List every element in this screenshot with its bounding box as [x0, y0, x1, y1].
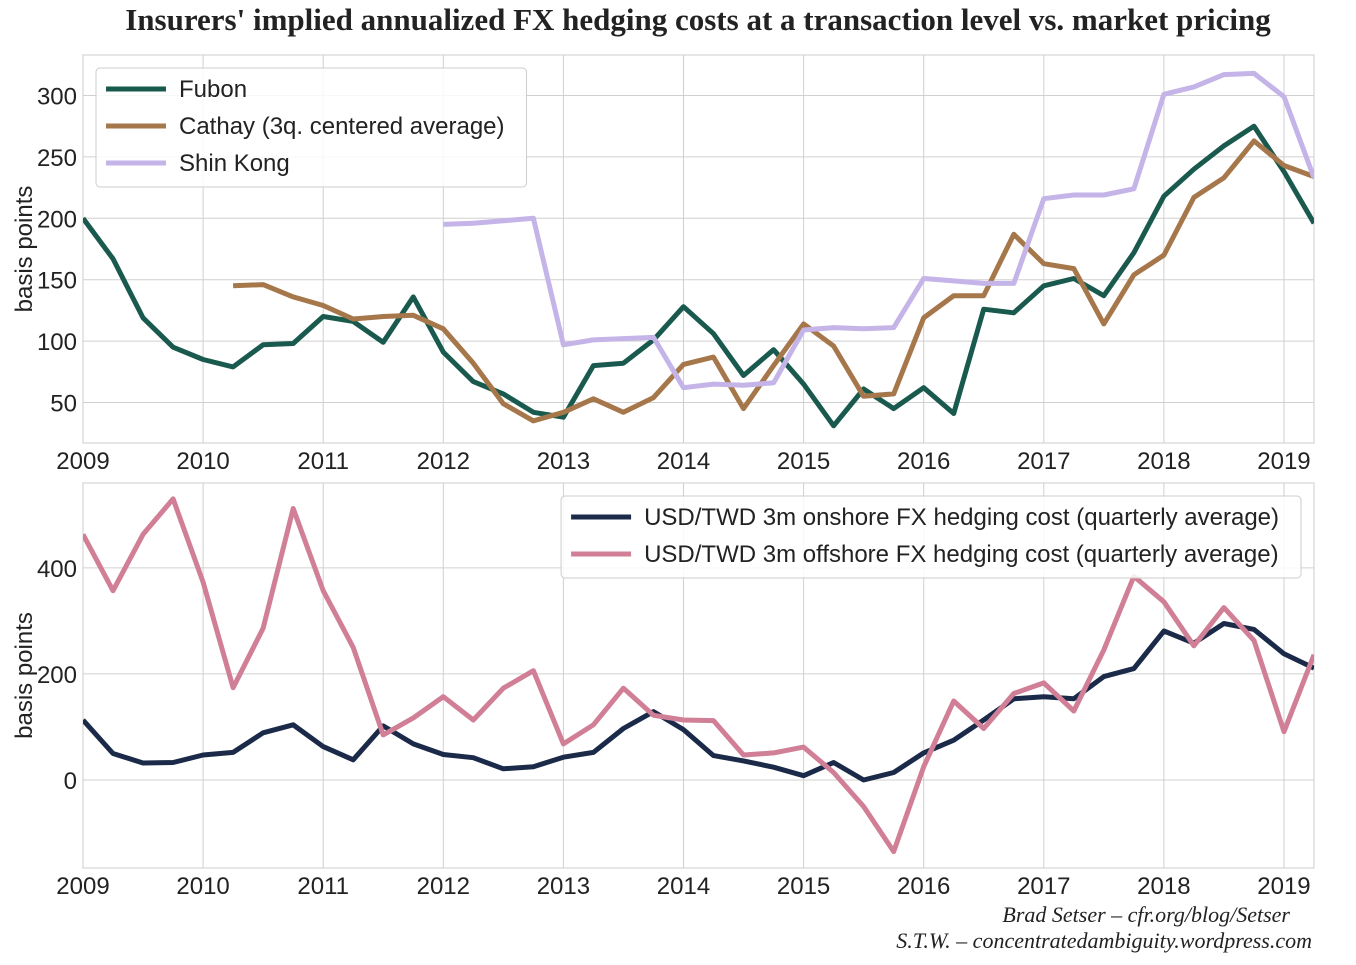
- y-tick-label: 200: [37, 206, 77, 233]
- legend-box: [95, 67, 528, 188]
- credit: S.T.W. – concentratedambiguity.wordpress…: [896, 928, 1312, 953]
- line: [83, 123, 1314, 429]
- y-axis-label: basis points: [11, 186, 38, 313]
- line: [443, 70, 1314, 391]
- x-tick-label: 2009: [56, 448, 109, 475]
- y-tick-label: 100: [37, 329, 77, 356]
- x-tick-label: 2017: [1017, 873, 1070, 900]
- x-tick-label: 2009: [56, 873, 109, 900]
- x-tick-label: 2017: [1017, 448, 1070, 475]
- y-tick-label: 200: [37, 662, 77, 689]
- x-tick-label: 2018: [1137, 448, 1190, 475]
- x-tick-label: 2012: [417, 448, 470, 475]
- legend: USD/TWD 3m onshore FX hedging cost (quar…: [560, 495, 1302, 579]
- x-tick-label: 2013: [537, 448, 590, 475]
- line: [83, 496, 1314, 855]
- y-tick-label: 50: [50, 390, 77, 417]
- y-axis-label: basis points: [11, 612, 38, 739]
- x-tick-label: 2013: [537, 873, 590, 900]
- x-tick-label: 2019: [1257, 873, 1310, 900]
- y-tick-label: 0: [64, 768, 77, 795]
- legend: Fubon Cathay (3q. centered average) Shin K…: [95, 67, 528, 188]
- credit: Brad Setser – cfr.org/blog/Setser: [1002, 902, 1290, 927]
- axes-frame: [82, 482, 1315, 869]
- x-tick-label: 2016: [897, 873, 950, 900]
- x-tick-label: 2014: [657, 873, 710, 900]
- y-tick-label: 300: [37, 84, 77, 111]
- legend-label: Fubon: [179, 76, 247, 103]
- line: [233, 138, 1314, 424]
- title: Insurers' implied annualized FX hedging …: [125, 2, 1271, 37]
- legend-box: [560, 495, 1302, 579]
- legend-label: USD/TWD 3m offshore FX hedging cost (qua…: [644, 541, 1278, 568]
- x-tick-label: 2010: [176, 873, 229, 900]
- x-tick-label: 2011: [297, 448, 349, 475]
- axes-frame: [82, 54, 1315, 444]
- x-tick-label: 2012: [417, 873, 470, 900]
- x-tick-label: 2019: [1257, 448, 1310, 475]
- y-tick-label: 250: [37, 145, 77, 172]
- x-tick-label: 2015: [777, 873, 830, 900]
- x-tick-label: 2018: [1137, 873, 1190, 900]
- legend-label: Cathay (3q. centered average): [179, 113, 505, 140]
- y-tick-label: 150: [37, 268, 77, 295]
- x-tick-label: 2016: [897, 448, 950, 475]
- line: [83, 621, 1314, 783]
- legend-label: Shin Kong: [179, 150, 290, 177]
- x-tick-label: 2014: [657, 448, 710, 475]
- x-tick-label: 2011: [297, 873, 349, 900]
- x-tick-label: 2010: [176, 448, 229, 475]
- legend-label: USD/TWD 3m onshore FX hedging cost (quar…: [644, 504, 1279, 531]
- y-tick-label: 400: [37, 556, 77, 583]
- x-tick-label: 2015: [777, 448, 830, 475]
